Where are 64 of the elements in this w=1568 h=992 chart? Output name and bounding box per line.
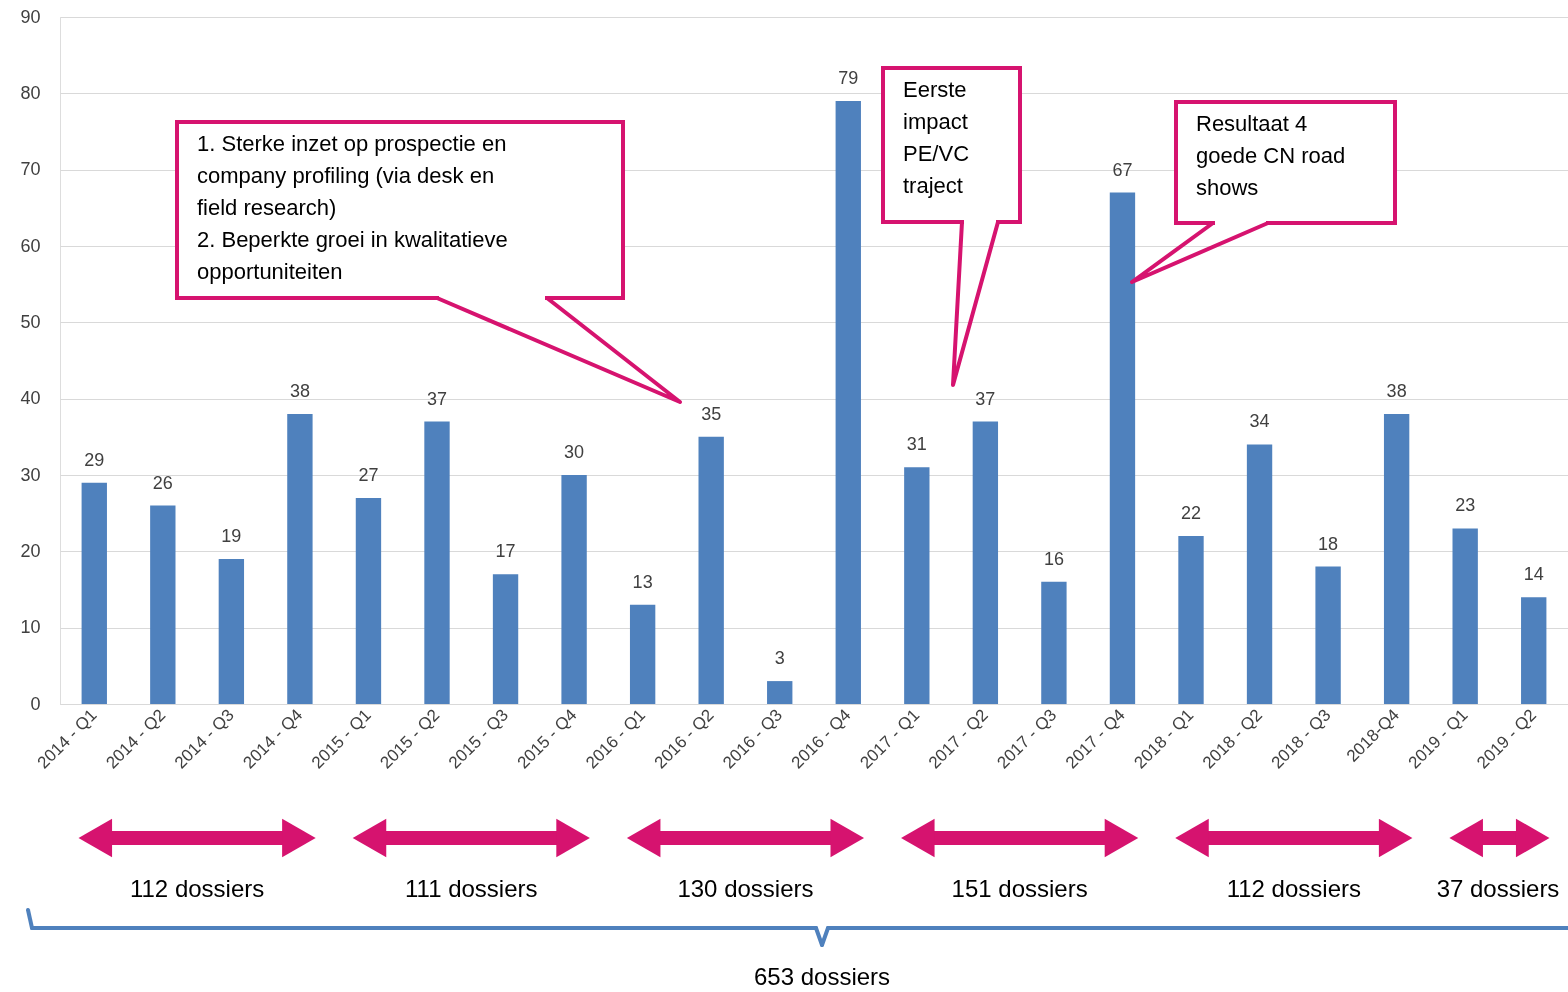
bar [1452, 528, 1478, 704]
text: 112 dossiers [129, 875, 265, 902]
y-tick-label: 60 [20, 235, 41, 256]
data-label: 34 [1249, 411, 1270, 432]
bar [904, 467, 930, 704]
data-label: 38 [1386, 380, 1407, 401]
y-tick-label: 90 [20, 6, 41, 27]
data-label: 31 [906, 434, 927, 455]
data-label: 17 [495, 541, 516, 562]
data-label: 29 [84, 449, 105, 470]
bar [629, 604, 656, 704]
data-label: 13 [632, 571, 653, 592]
text: 112 dossiers [1226, 875, 1361, 902]
annotation: Eerste impact PE/VC traject [903, 77, 970, 198]
data-label: 27 [358, 464, 379, 485]
bar [698, 436, 724, 704]
bar [835, 100, 861, 704]
bar [1178, 536, 1204, 704]
bar [424, 421, 450, 704]
y-tick-label: 80 [20, 82, 41, 103]
bar [287, 413, 313, 704]
bar [81, 482, 107, 704]
y-tick-label: 40 [20, 388, 41, 409]
y-tick-label: 10 [20, 617, 41, 638]
data-label: 35 [701, 403, 722, 424]
y-tick-label: 70 [20, 159, 41, 180]
data-label: 3 [774, 648, 785, 669]
bar [1521, 597, 1547, 704]
data-label: 19 [221, 525, 242, 546]
y-tick-label: 30 [20, 464, 41, 485]
bar [1041, 581, 1067, 704]
bar [1109, 192, 1136, 704]
data-label: 23 [1455, 495, 1476, 516]
text: 111 dossiers [405, 875, 538, 902]
bar [492, 574, 519, 704]
annotation: Resultaat 4 goede CN road shows [1196, 111, 1346, 200]
data-label: 14 [1523, 564, 1544, 585]
data-label: 30 [564, 442, 585, 462]
data-label: 38 [289, 380, 310, 401]
bar [218, 558, 245, 704]
data-label: 22 [1180, 503, 1202, 524]
bar [972, 421, 999, 704]
bar [1246, 444, 1273, 704]
data-label: 79 [838, 67, 859, 88]
y-tick-label: 0 [30, 693, 41, 714]
data-label: 18 [1318, 533, 1339, 554]
y-tick-label: 20 [20, 540, 41, 561]
annotation: 1. Sterke inzet op prospectie en company profiling (via desk en field research) 2. Beperkte groei in kwalitatieve opportuniteiten [197, 131, 508, 284]
data-label: 37 [975, 388, 996, 409]
data-label: 16 [1043, 548, 1064, 569]
bar [1315, 566, 1341, 704]
bar [1383, 413, 1410, 704]
text: 130 dossiers [677, 875, 814, 902]
data-label: 26 [152, 472, 173, 493]
data-label: 67 [1112, 159, 1133, 180]
bar [150, 505, 176, 704]
y-tick-label: 50 [20, 311, 41, 332]
text: 37 dossiers [1436, 875, 1560, 902]
bar [767, 681, 793, 704]
text: 151 dossiers [951, 875, 1088, 902]
text: 653 dossiers [753, 963, 891, 990]
bar [561, 475, 587, 704]
data-label: 37 [426, 388, 448, 409]
bar [355, 497, 382, 704]
